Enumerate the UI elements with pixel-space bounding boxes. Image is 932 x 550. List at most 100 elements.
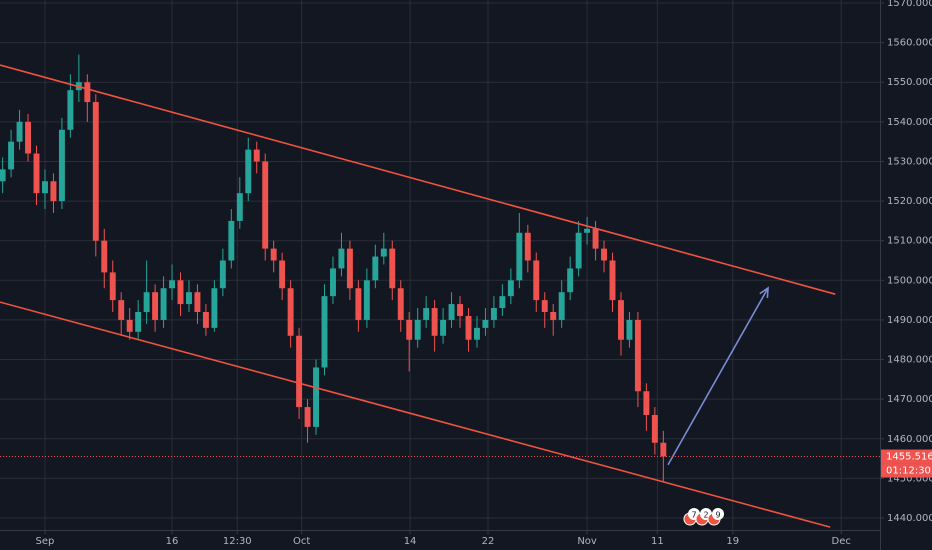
event-count: 7 <box>691 511 696 520</box>
grid <box>0 0 880 530</box>
event-count: 9 <box>715 511 720 520</box>
candle-body <box>118 300 125 320</box>
candle-body <box>126 319 133 332</box>
last-price-label: 1455.516 <box>886 452 932 463</box>
y-tick-label: 1470.000 <box>887 394 932 405</box>
candle-body <box>414 319 421 340</box>
trend-line <box>0 64 836 295</box>
candle-body <box>397 288 404 320</box>
x-tick-label: 11 <box>651 536 664 547</box>
arrow-line <box>667 287 769 466</box>
plot-area <box>0 54 880 528</box>
candle-body <box>440 319 447 336</box>
candle-body <box>25 121 32 154</box>
candle-body <box>634 319 641 392</box>
candle-body <box>372 256 379 281</box>
candle-body <box>33 153 40 194</box>
countdown-label: 01:12:30 <box>886 466 931 477</box>
candle-body <box>42 181 48 194</box>
candle-body <box>567 268 574 293</box>
candle-body <box>109 272 116 301</box>
y-tick-label: 1440.000 <box>887 513 932 524</box>
candle-body <box>482 319 489 328</box>
y-tick-label: 1500.000 <box>887 275 932 286</box>
x-tick-label: 12:30 <box>223 536 252 547</box>
x-tick-label: 22 <box>482 536 495 547</box>
candle-body <box>169 280 176 289</box>
candle-body <box>67 90 74 130</box>
x-tick-label: Sep <box>36 536 55 547</box>
trend-line <box>0 301 831 528</box>
candle-body <box>541 300 548 313</box>
y-tick-label: 1560.000 <box>887 38 932 49</box>
x-tick-label: Dec <box>832 536 851 547</box>
candle-body <box>558 292 565 320</box>
candle-body <box>499 296 506 309</box>
candle-body <box>16 121 23 142</box>
candle-body <box>363 280 370 320</box>
candle-body <box>533 260 540 301</box>
candle-body <box>211 288 218 328</box>
candle-body <box>474 327 480 340</box>
overlays: 1455.516 01:12:30 7 2 9 <box>683 449 932 526</box>
candle-body <box>448 304 455 320</box>
candle-body <box>431 308 438 336</box>
candle-body <box>660 442 667 457</box>
x-tick-label: 14 <box>404 536 417 547</box>
candle-body <box>279 260 286 289</box>
candle-body <box>186 292 192 305</box>
candle-body <box>321 296 328 368</box>
y-tick-label: 1490.000 <box>887 315 932 326</box>
candle-body <box>0 169 6 182</box>
candle-body <box>152 292 159 320</box>
candle-body <box>202 312 209 328</box>
candle-body <box>253 149 260 162</box>
y-tick-label: 1540.000 <box>887 117 932 128</box>
candle-body <box>219 260 226 289</box>
candle-body <box>643 391 650 415</box>
candle-body <box>550 312 557 320</box>
candle-body <box>177 280 184 305</box>
candle-body <box>228 220 235 261</box>
candle-body <box>304 407 311 427</box>
candle-body <box>101 240 108 273</box>
y-tick-label: 1510.000 <box>887 236 932 247</box>
candle-body <box>490 308 497 320</box>
y-tick-label: 1480.000 <box>887 355 932 366</box>
candle-body <box>618 300 624 340</box>
y-tick-label: 1450.000 <box>887 473 932 484</box>
candle-body <box>143 292 150 313</box>
candle-body <box>584 228 591 233</box>
candle-body <box>50 181 57 202</box>
candle-body <box>338 248 345 269</box>
x-tick-label: 19 <box>726 536 739 547</box>
candle-body <box>58 129 65 202</box>
candle-body <box>457 304 463 316</box>
candle-body <box>380 248 387 257</box>
candle-body <box>575 232 582 269</box>
candle-body <box>626 319 633 340</box>
x-tick-label: 16 <box>166 536 179 547</box>
candle-body <box>296 335 303 408</box>
candle-body <box>287 288 294 336</box>
axes: 1440.000 1450.000 1460.000 1470.000 1480.000… <box>36 0 932 547</box>
candle-body <box>651 414 658 443</box>
y-tick-label: 1460.000 <box>887 434 932 445</box>
y-tick-label: 1520.000 <box>887 196 932 207</box>
candle-body <box>330 268 336 297</box>
y-tick-label: 1570.000 <box>887 0 932 9</box>
event-badge <box>712 508 724 520</box>
last-price-box <box>881 449 932 464</box>
candle-body <box>423 308 430 320</box>
arrow-head <box>759 286 769 298</box>
y-tick-label: 1550.000 <box>887 77 932 88</box>
x-tick-label: Oct <box>293 536 310 547</box>
candle-body <box>507 280 514 297</box>
candle-body <box>194 292 201 313</box>
candle-body <box>524 232 531 261</box>
candle-body <box>516 232 523 281</box>
candle-body <box>270 248 277 261</box>
candle-body <box>262 161 269 249</box>
